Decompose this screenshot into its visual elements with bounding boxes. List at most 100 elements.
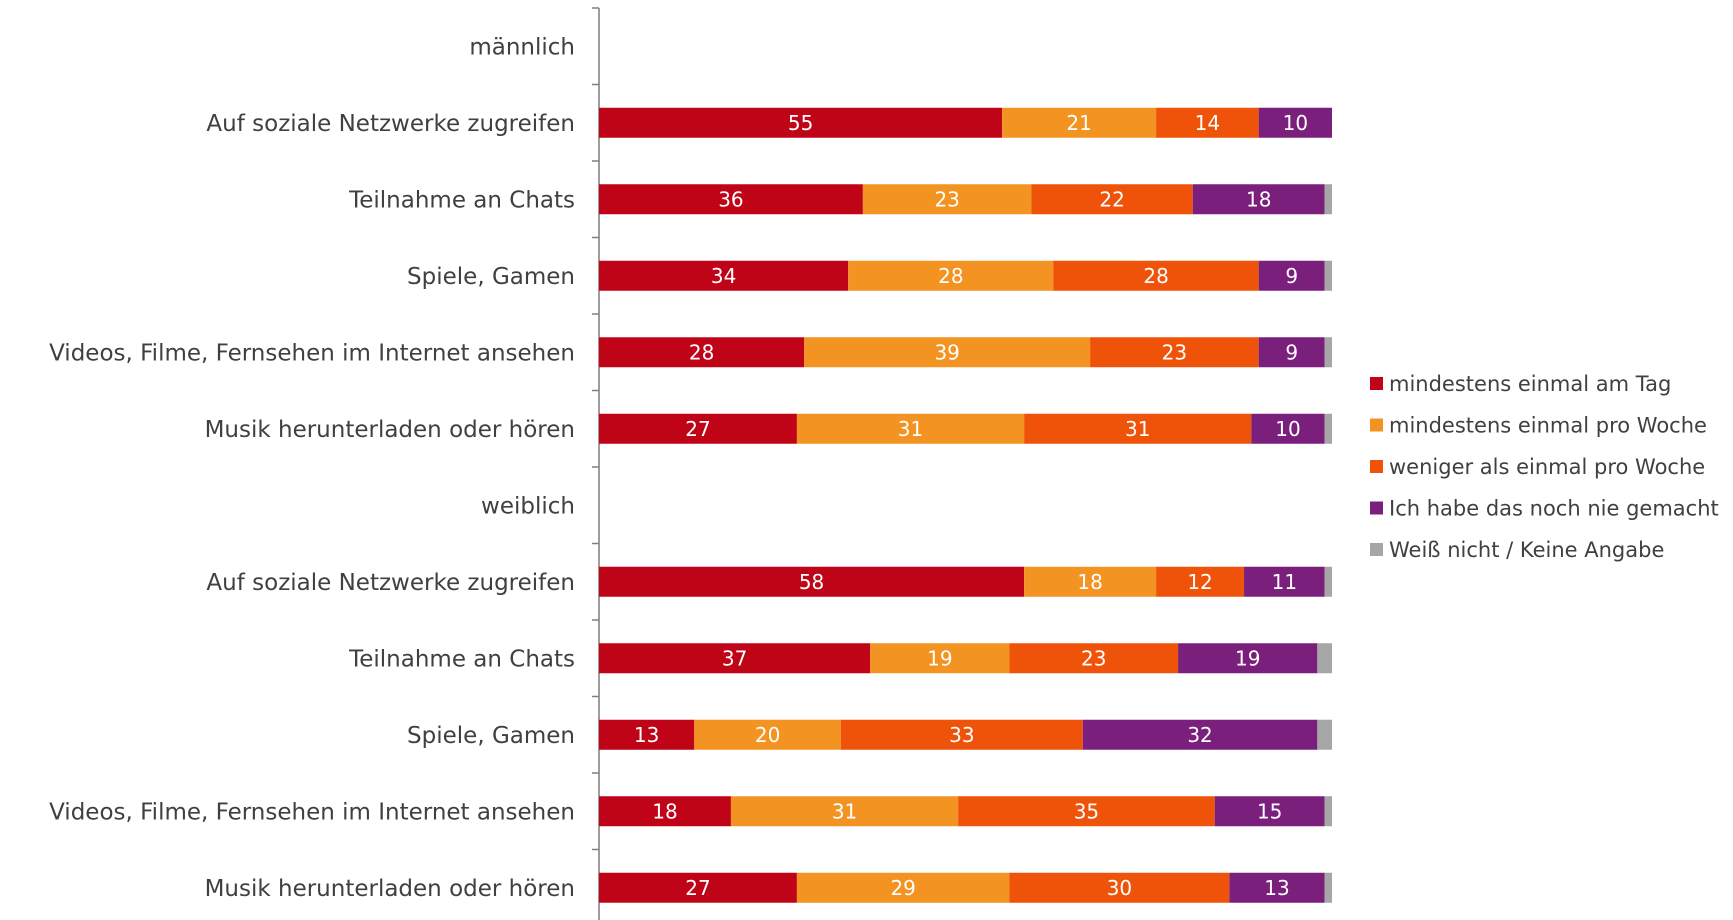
legend-label: weniger als einmal pro Woche [1389,455,1705,479]
bar-segment [1317,719,1332,750]
bar-segment [1258,337,1325,368]
category-label: Auf soziale Netzwerke zugreifen [206,570,575,596]
data-label: 35 [1074,799,1099,823]
bar-segment [840,719,1083,750]
category-label: Teilnahme an Chats [348,646,575,672]
data-label: 33 [949,723,974,747]
legend-label: Weiß nicht / Keine Angabe [1389,538,1664,562]
data-label: 36 [718,187,743,211]
bar-segment [1324,796,1332,827]
bar-segment [1324,566,1332,597]
bar-segment [1258,260,1325,291]
data-label: 27 [685,417,710,441]
bar-segment [958,796,1215,827]
data-label: 21 [1066,111,1091,135]
bar-segment [804,337,1091,368]
data-label: 13 [634,723,659,747]
bar-segment [599,796,731,827]
bar-segment [1324,337,1332,368]
legend-label: mindestens einmal pro Woche [1389,414,1707,438]
bar-segment [1324,184,1332,215]
data-label: 10 [1275,417,1300,441]
bar-segment [1324,872,1332,903]
bar-segment [1009,643,1179,674]
category-label: Spiele, Gamen [407,723,575,749]
data-label: 9 [1285,264,1298,288]
category-label: Videos, Filme, Fernsehen im Internet ans… [49,340,575,366]
data-label: 34 [711,264,736,288]
bar-segment [599,413,797,444]
bar-segment [1009,872,1230,903]
bar-segment [1244,566,1325,597]
category-label: Videos, Filme, Fernsehen im Internet ans… [49,799,575,825]
bar-segment [1258,107,1332,138]
legend-swatch [1370,418,1383,432]
data-label: 23 [934,187,959,211]
legend-label: Ich habe das noch nie gemacht [1389,497,1719,521]
data-label: 31 [898,417,923,441]
category-label: Spiele, Gamen [407,264,575,290]
bar-segment [599,260,849,291]
bar-segment [599,337,805,368]
bar-segment [1002,107,1157,138]
bar-segment [1214,796,1325,827]
category-label: Auf soziale Netzwerke zugreifen [206,111,575,137]
data-label: 37 [722,646,747,670]
data-label: 18 [1246,187,1271,211]
category-label: Musik herunterladen oder hören [205,876,575,902]
bar-segment [1178,643,1318,674]
bar-segment [1082,719,1318,750]
legend-swatch [1370,501,1383,515]
bar-segment [1156,107,1259,138]
data-label: 15 [1257,799,1282,823]
bar-segment [599,643,871,674]
bar-segment [870,643,1010,674]
data-label: 18 [652,799,677,823]
bar-segment [1324,413,1332,444]
data-label: 10 [1283,111,1308,135]
legend-swatch [1370,377,1383,390]
bar-segment [599,566,1025,597]
data-label: 39 [934,340,959,364]
data-label: 19 [1235,646,1260,670]
data-label: 12 [1187,570,1212,594]
data-label: 22 [1099,187,1124,211]
bar-segment [1317,643,1332,674]
category-label: Teilnahme an Chats [348,187,575,213]
legend: mindestens einmal am Tag mindestens einma… [1370,372,1719,562]
data-label: 32 [1187,723,1212,747]
bar-segment [1031,184,1193,215]
bar-segment [1229,872,1325,903]
data-label: 58 [799,570,824,594]
data-label: 20 [755,723,780,747]
bars: 55 21 14 10 36 23 22 18 34 28 28 9 28 39 23 9 27 31 31 10 58… [599,107,1332,903]
data-label: 31 [1125,417,1150,441]
legend-label: mindestens einmal am Tag [1389,372,1671,396]
legend-swatch [1370,460,1383,473]
category-label: männlich [469,34,575,60]
data-label: 13 [1264,876,1289,900]
bar-segment [1053,260,1259,291]
data-label: 23 [1081,646,1106,670]
bar-segment [1324,260,1332,291]
bar-segment [694,719,841,750]
bar-segment [848,260,1054,291]
bar-segment [1192,184,1325,215]
data-label: 28 [1143,264,1168,288]
bar-segment [599,184,863,215]
data-label: 55 [788,111,813,135]
data-label: 14 [1195,111,1220,135]
category-label: weiblich [481,493,575,519]
bar-segment [599,872,797,903]
data-label: 28 [689,340,714,364]
data-label: 9 [1285,340,1298,364]
category-labels: männlich Auf soziale Netzwerke zugreifen T… [49,34,575,902]
data-label: 31 [832,799,857,823]
data-label: 23 [1162,340,1187,364]
data-label: 30 [1107,876,1132,900]
bar-segment [1024,566,1157,597]
bar-segment [599,719,695,750]
legend-swatch [1370,543,1383,556]
bar-segment [730,796,959,827]
